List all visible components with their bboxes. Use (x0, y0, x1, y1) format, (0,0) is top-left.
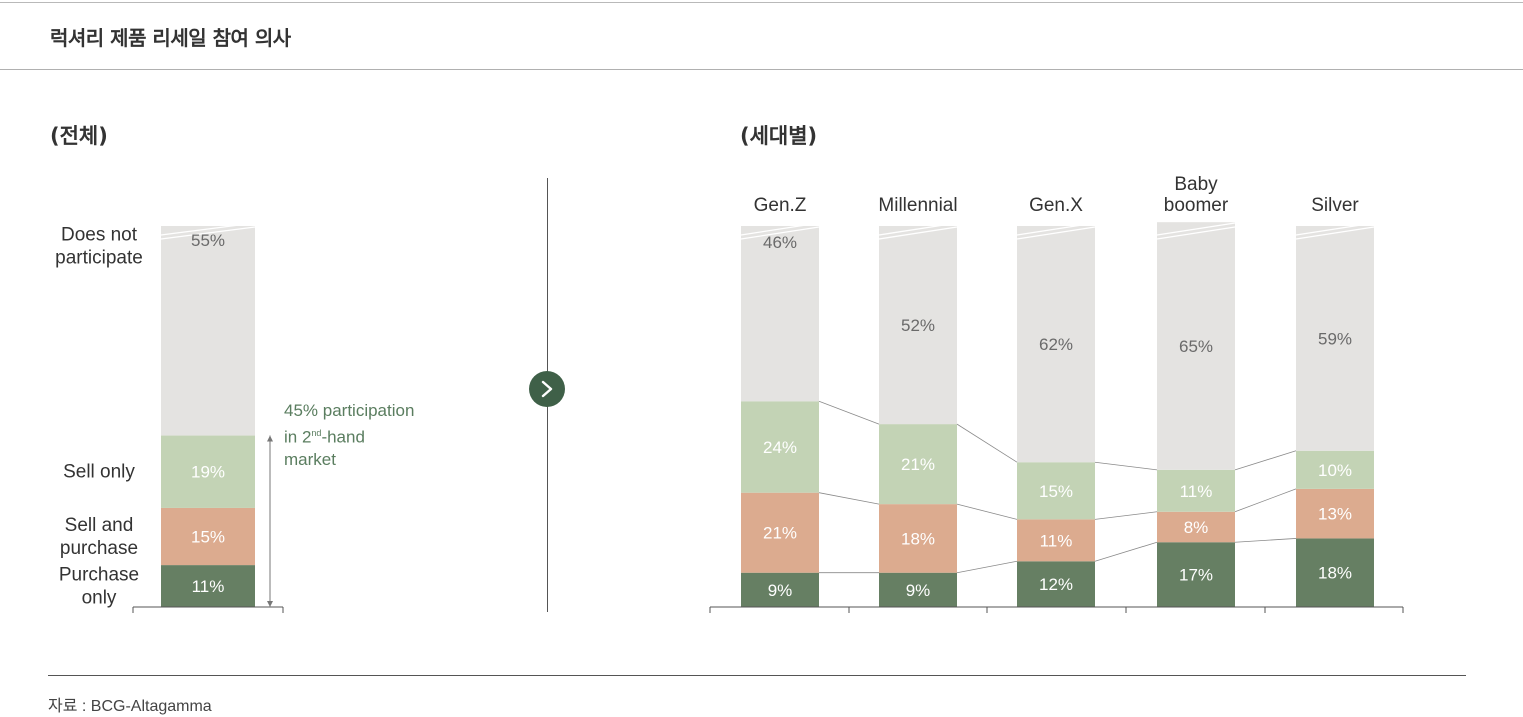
label-gen0-does-not-participate: 46% (763, 233, 797, 252)
source-note: 자료 : BCG-Altagamma (48, 698, 212, 715)
series-label-sell-and-purchase-0: Sell and (65, 515, 134, 536)
connector-gen1-sell-only (956, 423, 1018, 463)
bar-gen4-break-hatch (1295, 222, 1375, 240)
bar-gen3-sell-only (1157, 469, 1235, 512)
label-gen1-sell-only: 21% (901, 455, 935, 474)
label-gen2-does-not-participate: 62% (1039, 335, 1073, 354)
series-label-sell-and-purchase-1: purchase (60, 538, 138, 559)
connector-gen3-purchase-only (1234, 538, 1297, 543)
label-total-sell-and-purchase: 15% (191, 528, 225, 547)
bar-gen1-does-not-participate (879, 226, 957, 425)
bar-gen0-break-hatch (740, 222, 820, 240)
connector-gen0-sell-only (818, 400, 880, 425)
label-gen4-sell-and-purchase: 13% (1318, 505, 1352, 524)
title-rule (0, 69, 1523, 70)
connector-gen3-sell-only (1234, 450, 1297, 471)
bar-gen3-break-hatch (1156, 222, 1236, 240)
category-label-gen3-1: boomer (1164, 195, 1229, 216)
bar-gen4-purchase-only (1296, 538, 1374, 607)
bracket-arrow-bottom (267, 601, 273, 607)
series-label-sell-only-0: Sell only (63, 462, 135, 483)
right-subtitle: (세대별) (740, 124, 818, 148)
label-gen4-purchase-only: 18% (1318, 564, 1352, 583)
bar-gen0-does-not-participate (741, 226, 819, 402)
bar-gen4-does-not-participate (1296, 226, 1374, 451)
bar-total-sell-only (161, 435, 255, 508)
bar-gen2-purchase-only (1017, 561, 1095, 607)
label-total-does-not-participate: 55% (191, 231, 225, 250)
bar-gen2-break-hatch (1016, 222, 1096, 240)
bar-gen2-sell-only (1017, 462, 1095, 520)
bar-gen4-sell-and-purchase (1296, 488, 1374, 539)
bar-gen1-break-hatch (878, 222, 958, 240)
label-gen1-sell-and-purchase: 18% (901, 529, 935, 548)
bar-gen4-sell-only (1296, 450, 1374, 489)
bar-gen1-sell-and-purchase (879, 504, 957, 573)
series-label-purchase-only-0: Purchase (59, 565, 139, 586)
series-label-does-not-participate-1: participate (55, 248, 143, 269)
bar-gen0-sell-and-purchase (741, 492, 819, 573)
label-gen3-does-not-participate: 65% (1179, 337, 1213, 356)
bar-gen2-sell-and-purchase (1017, 519, 1095, 562)
category-label-gen3-0: Baby (1174, 174, 1218, 195)
category-label-gen0-0: Gen.Z (754, 195, 807, 216)
label-gen3-sell-and-purchase: 8% (1184, 518, 1209, 537)
annotation-line2-post: -hand (321, 427, 365, 447)
label-total-sell-only: 19% (191, 463, 225, 482)
label-gen2-sell-and-purchase: 11% (1040, 531, 1073, 550)
bar-total-break-hatch (160, 222, 256, 240)
bar-gen1-purchase-only (879, 572, 957, 607)
annotation-line1: 45% participation (284, 401, 415, 420)
bar-total-does-not-participate (161, 226, 255, 436)
label-gen0-sell-only: 24% (763, 438, 797, 457)
bar-gen2-does-not-participate (1017, 226, 1095, 463)
label-gen1-does-not-participate: 52% (901, 316, 935, 335)
top-rule (0, 2, 1523, 3)
bar-gen0-purchase-only (741, 572, 819, 607)
bar-gen3-purchase-only (1157, 542, 1235, 607)
category-label-gen4-0: Silver (1311, 195, 1359, 216)
bar-gen3-does-not-participate (1157, 222, 1235, 470)
connector-gen2-sell-only (1094, 461, 1158, 471)
bar-total-purchase-only (161, 565, 255, 607)
label-gen4-sell-only: 10% (1318, 461, 1352, 480)
connector-gen1-sell-and-purchase (956, 503, 1018, 520)
connector-gen2-sell-and-purchase (1094, 511, 1158, 520)
annotation-line2-sup: nd (311, 428, 322, 438)
connector-gen0-sell-and-purchase (818, 492, 880, 505)
label-gen4-does-not-participate: 59% (1318, 329, 1352, 348)
bar-gen0-sell-only (741, 401, 819, 493)
participation-annotation: 45% participation in 2nd-hand market (284, 400, 414, 471)
annotation-line3: market (284, 449, 336, 469)
label-gen3-sell-only: 11% (1180, 482, 1213, 501)
series-label-does-not-participate-0: Does not (61, 225, 138, 246)
connector-gen3-sell-and-purchase (1234, 488, 1297, 513)
left-subtitle: (전체) (50, 124, 108, 148)
label-gen1-purchase-only: 9% (906, 581, 931, 600)
category-label-gen1-0: Millennial (878, 195, 957, 216)
annotation-line2-pre: in 2 (284, 427, 312, 447)
label-gen3-purchase-only: 17% (1179, 566, 1213, 585)
bracket-arrow-top (267, 435, 273, 442)
connector-gen1-purchase-only (956, 560, 1018, 574)
label-gen0-purchase-only: 9% (768, 581, 793, 600)
connector-gen2-purchase-only (1094, 541, 1158, 562)
label-gen2-purchase-only: 12% (1039, 575, 1073, 594)
bar-gen3-sell-and-purchase (1157, 511, 1235, 543)
series-label-purchase-only-1: only (82, 588, 117, 609)
page-title: 럭셔리 제품 리세일 참여 의사 (50, 26, 291, 50)
bar-gen1-sell-only (879, 424, 957, 505)
category-label-gen2-0: Gen.X (1029, 195, 1083, 216)
bottom-rule (48, 675, 1466, 676)
label-gen2-sell-only: 15% (1039, 482, 1073, 501)
annotation-line2: in 2nd-hand (284, 422, 414, 449)
bar-total-sell-and-purchase (161, 507, 255, 566)
label-total-purchase-only: 11% (192, 577, 225, 596)
chevron-right-icon (529, 371, 565, 407)
label-gen0-sell-and-purchase: 21% (763, 524, 797, 543)
